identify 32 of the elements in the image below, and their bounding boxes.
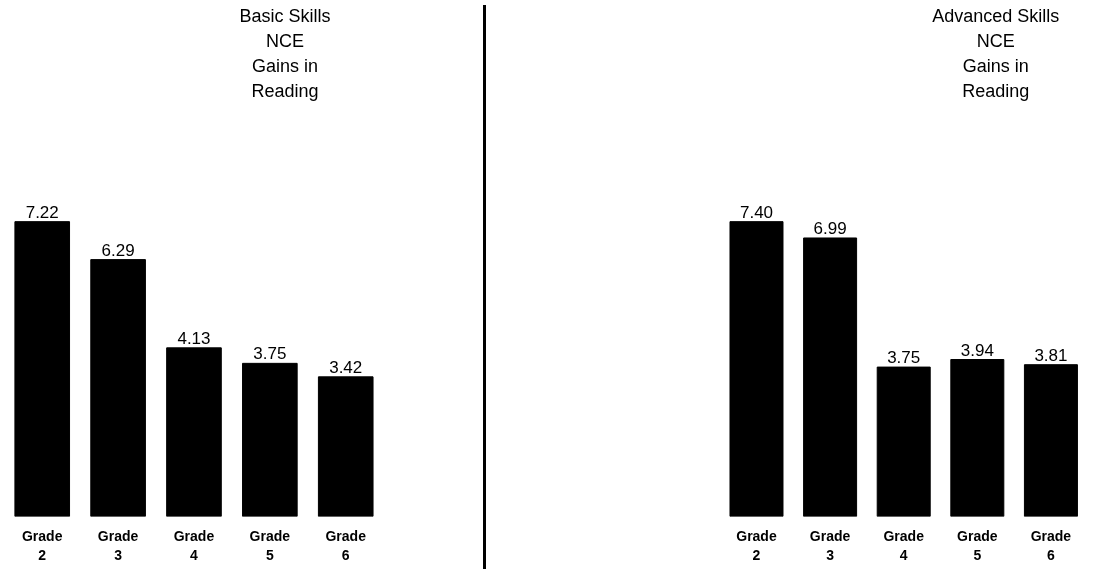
bar	[90, 259, 146, 517]
data-label: 3.75	[887, 348, 921, 368]
bar	[803, 237, 858, 517]
x-tick-label: Grade 4	[173, 527, 215, 563]
x-tick-label: Grade 2	[22, 527, 63, 563]
x-tick-label: Grade 5	[957, 527, 998, 563]
data-label: 3.42	[329, 357, 363, 377]
x-tick-label: Grade 5	[249, 527, 291, 563]
data-label: 4.13	[177, 328, 211, 348]
bar	[14, 221, 71, 517]
data-label: 3.75	[253, 344, 287, 364]
bar	[317, 376, 374, 517]
bar	[950, 359, 1005, 517]
data-label: 3.81	[1034, 345, 1068, 365]
bar	[1023, 364, 1078, 517]
data-label: 6.29	[101, 240, 135, 260]
bar	[876, 366, 931, 517]
x-tick-label: Grade 6	[1030, 527, 1072, 563]
x-tick-label: Grade 2	[736, 527, 777, 563]
chart-title: Advanced Skills NCE Gains in Reading	[932, 6, 1060, 102]
data-label: 7.40	[739, 202, 774, 222]
bar	[729, 221, 784, 517]
x-tick-label: Grade 4	[883, 527, 925, 563]
data-label: 3.94	[960, 340, 994, 360]
x-tick-label: Grade 3	[809, 527, 851, 563]
chart-title: Basic Skills NCE Gains in Reading	[239, 6, 331, 102]
data-label: 7.22	[25, 202, 59, 222]
x-tick-label: Grade 6	[325, 527, 367, 563]
bar	[242, 362, 298, 517]
x-tick-label: Grade 3	[97, 527, 139, 563]
bar	[166, 347, 222, 517]
data-label: 6.99	[813, 218, 847, 238]
